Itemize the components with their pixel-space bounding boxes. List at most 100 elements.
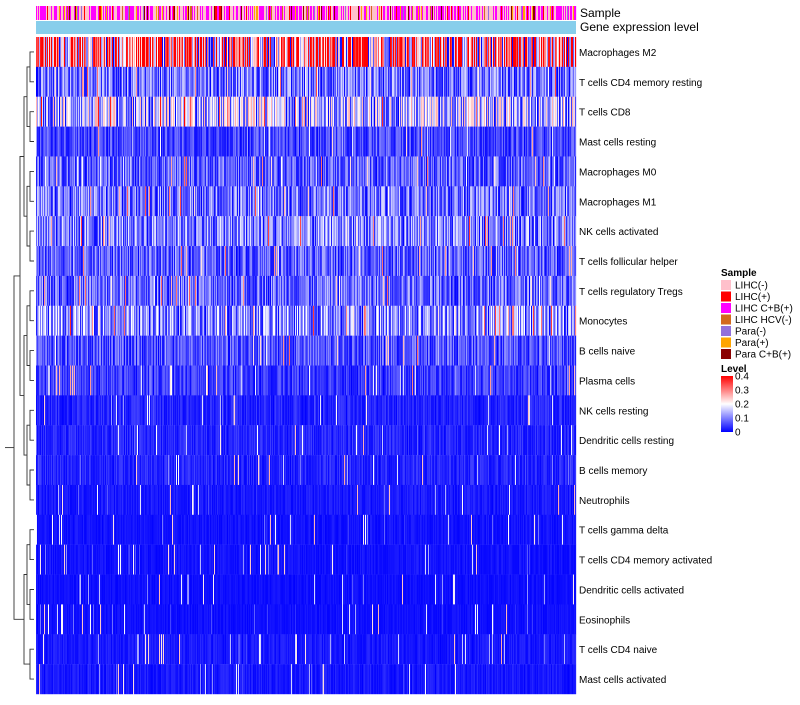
heatmap-cell	[479, 186, 480, 216]
heatmap-cell	[419, 246, 420, 276]
sample-annotation-cell	[112, 6, 113, 20]
sample-annotation-cell	[53, 6, 54, 20]
heatmap-cell	[466, 156, 467, 186]
heatmap-cell	[137, 127, 138, 157]
heatmap-cell	[316, 97, 317, 127]
heatmap-cell	[381, 37, 382, 67]
heatmap-cell	[253, 156, 254, 186]
heatmap-cell	[419, 216, 420, 246]
heatmap-cell	[536, 37, 537, 67]
heatmap-cell	[506, 156, 507, 186]
heatmap-cell	[150, 97, 151, 127]
heatmap-cell	[150, 216, 151, 246]
heatmap-cell	[204, 156, 205, 186]
heatmap-cell	[286, 97, 287, 127]
heatmap-cell	[560, 216, 561, 246]
heatmap-cell	[241, 127, 242, 157]
heatmap-cell	[290, 246, 291, 276]
heatmap-cell	[295, 97, 296, 127]
heatmap-cell	[375, 37, 376, 67]
heatmap-cell	[485, 156, 486, 186]
heatmap-cell	[82, 156, 83, 186]
heatmap-cell	[64, 127, 65, 157]
heatmap-cell	[83, 186, 84, 216]
sample-annotation-cell	[355, 6, 356, 20]
heatmap-cell	[487, 37, 488, 67]
heatmap-cell	[364, 186, 365, 216]
heatmap-cell	[300, 156, 301, 186]
heatmap-cell	[465, 186, 466, 216]
heatmap-cell	[308, 216, 309, 246]
heatmap-cell	[533, 246, 534, 276]
heatmap-cell	[80, 246, 81, 276]
heatmap-cell	[271, 97, 272, 127]
heatmap-cell	[351, 186, 352, 216]
heatmap-cell	[489, 127, 490, 157]
heatmap-cell	[245, 127, 246, 157]
heatmap-cell	[163, 216, 164, 246]
heatmap-cell	[184, 97, 185, 127]
heatmap-cell	[145, 246, 146, 276]
heatmap-cell	[140, 97, 141, 127]
heatmap-cell	[560, 127, 561, 157]
heatmap-cell	[129, 216, 130, 246]
heatmap-cell	[162, 216, 163, 246]
heatmap-cell	[549, 67, 550, 97]
heatmap-cell	[59, 216, 60, 246]
heatmap-cell	[275, 216, 276, 246]
heatmap-cell	[524, 186, 525, 216]
heatmap-cell	[359, 156, 360, 186]
heatmap-cell	[56, 37, 57, 67]
heatmap-cell	[507, 67, 508, 97]
heatmap-cell	[330, 97, 331, 127]
heatmap-cell	[98, 156, 99, 186]
heatmap-cell	[163, 156, 164, 186]
heatmap-cell	[121, 186, 122, 216]
heatmap-cell	[255, 67, 256, 97]
heatmap-cell	[432, 216, 433, 246]
heatmap-cell	[80, 127, 81, 157]
heatmap-cell	[168, 246, 169, 276]
heatmap-cell	[454, 97, 455, 127]
heatmap-cell	[179, 186, 180, 216]
heatmap-cell	[402, 186, 403, 216]
heatmap-cell	[443, 156, 444, 186]
heatmap-cell	[140, 156, 141, 186]
sample-annotation-cell	[524, 6, 525, 20]
heatmap-cell	[238, 37, 239, 67]
heatmap-cell	[279, 67, 280, 97]
heatmap-cell	[187, 246, 188, 276]
heatmap-cell	[226, 186, 227, 216]
heatmap-cell	[574, 67, 575, 97]
heatmap-cell	[434, 186, 435, 216]
heatmap-cell	[460, 156, 461, 186]
heatmap-cell	[558, 186, 559, 216]
heatmap-cell	[384, 156, 385, 186]
sample-annotation-cell	[216, 6, 217, 20]
heatmap-cell	[257, 246, 258, 276]
heatmap-cell	[412, 67, 413, 97]
heatmap-cell	[216, 246, 217, 276]
heatmap-cell	[401, 67, 402, 97]
heatmap-cell	[155, 156, 156, 186]
heatmap-cell	[511, 246, 512, 276]
heatmap-cell	[84, 156, 85, 186]
heatmap-cell	[433, 97, 434, 127]
heatmap-cell	[392, 246, 393, 276]
heatmap-cell	[281, 246, 282, 276]
heatmap-cell	[54, 276, 55, 306]
sample-annotation-cell	[277, 6, 278, 20]
heatmap-cell	[203, 186, 204, 216]
heatmap-cell	[80, 67, 81, 97]
sample-annotation-cell	[504, 6, 505, 20]
heatmap-cell	[132, 276, 133, 306]
heatmap-cell	[241, 37, 242, 67]
sample-annotation-cell	[390, 6, 391, 20]
heatmap-cell	[131, 276, 132, 306]
heatmap-cell	[566, 156, 567, 186]
heatmap-cell	[176, 156, 177, 186]
heatmap-cell	[467, 156, 468, 186]
heatmap-cell	[97, 37, 98, 67]
heatmap-cell	[289, 216, 290, 246]
sample-annotation-cell	[253, 6, 254, 20]
